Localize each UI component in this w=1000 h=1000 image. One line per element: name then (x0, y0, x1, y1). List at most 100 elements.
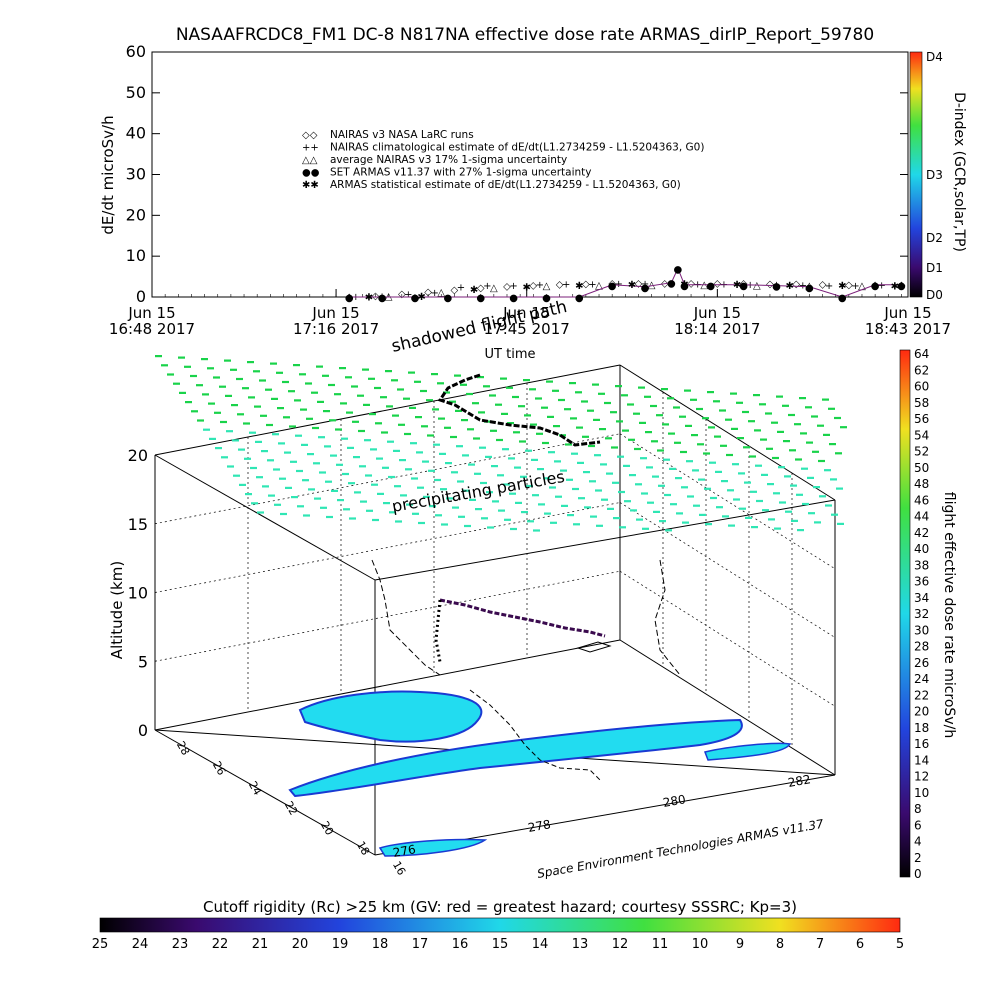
dose-rate-tick: 28 (914, 640, 929, 654)
rc-tick: 25 (92, 937, 109, 952)
dose-cell (358, 429, 365, 433)
dose-cell (537, 468, 544, 471)
dose-cell (191, 410, 198, 413)
data-point: ◇ (556, 280, 564, 291)
dose-cell (449, 400, 456, 403)
dose-cell (576, 426, 583, 429)
latitude-tick: 20 (318, 819, 336, 838)
dose-cell (456, 445, 463, 448)
dose-cell (268, 494, 275, 497)
dose-cell (161, 364, 168, 367)
dose-cell (616, 420, 623, 423)
dose-cell (708, 426, 715, 429)
dose-cell (395, 520, 402, 523)
dose-cell (472, 402, 479, 405)
dose-cell (231, 404, 238, 407)
data-point: ✱ (523, 282, 531, 293)
dose-cell (835, 452, 842, 455)
top-x-tick-date: Jun 15 (127, 304, 175, 322)
dose-cell (776, 395, 783, 398)
dose-cell (409, 406, 416, 409)
dose-cell (726, 453, 733, 457)
dose-cell (788, 413, 795, 417)
dose-cell (744, 481, 751, 484)
series-3: ● ● ● ● ● ● ● ● ● ● ● ● ● ● ● ● ● ● ● ● (345, 264, 906, 304)
dose-cell (238, 448, 245, 451)
dose-cell (446, 497, 453, 500)
dose-rate-tick: 18 (914, 721, 929, 735)
dose-cell (753, 394, 760, 397)
dose-cell (510, 527, 517, 531)
dose-cell (294, 399, 301, 402)
data-point: ◇ (372, 291, 380, 302)
dose-cell (423, 495, 430, 498)
data-point: ✱ (785, 281, 793, 292)
dose-cell (478, 411, 485, 414)
dose-cell (311, 391, 318, 394)
dose-cell (213, 376, 220, 379)
dose-rate-tick: 52 (914, 445, 929, 459)
top-x-tick-date: Jun 15 (883, 304, 931, 322)
dose-cell (610, 411, 617, 414)
dose-cell (454, 374, 461, 377)
dose-cell (612, 481, 619, 484)
dose-cell (427, 434, 434, 437)
dose-cell (485, 455, 492, 458)
data-point: △ (543, 281, 551, 292)
dose-cell (679, 415, 686, 418)
dose-cell (300, 408, 307, 411)
dose-cell (201, 358, 208, 361)
dose-cell (692, 469, 699, 472)
dose-cell (296, 469, 303, 473)
dose-cell (725, 418, 732, 421)
dose-cell (178, 356, 185, 359)
dose-cell (668, 432, 675, 435)
data-point: ◇ (582, 279, 590, 290)
dose-cell (693, 504, 700, 507)
dose-cell (634, 447, 641, 451)
top-y-axis: 0 10 20 30 40 50 60 (126, 42, 908, 306)
dose-cell (513, 431, 520, 434)
dose-cell (569, 382, 576, 385)
dose-cell (244, 457, 251, 460)
dose-cell (592, 383, 599, 386)
dose-cell (575, 391, 582, 394)
data-point: + (483, 281, 491, 292)
latitude-tick: 22 (282, 799, 300, 818)
top-x-tick-time: 18:14 2017 (674, 320, 760, 338)
dose-cell (730, 392, 737, 395)
dose-cell (533, 529, 540, 532)
dose-cell (722, 515, 729, 518)
altitude-tick: 10 (128, 584, 148, 603)
dose-cell (377, 492, 384, 495)
dose-cell (532, 494, 539, 497)
dose-rate-tick: 20 (914, 705, 929, 719)
dose-cell (341, 437, 348, 440)
data-point: ● (443, 293, 452, 304)
dose-cell (825, 504, 832, 507)
dose-cell (271, 397, 278, 400)
data-point: ◇ (398, 289, 406, 300)
flight-path-mid (439, 598, 606, 638)
dose-cell (445, 462, 452, 465)
dose-rate-tick: 58 (914, 396, 929, 410)
dose-cell (343, 508, 350, 511)
dose-cell (331, 489, 338, 492)
dose-cell (571, 452, 578, 455)
dose-cell (329, 419, 336, 422)
rc-tick: 8 (776, 937, 784, 952)
altitude-tick: 5 (138, 652, 148, 671)
dose-cell (225, 394, 232, 397)
dose-cell (590, 515, 597, 518)
legend-label: SET ARMAS v11.37 with 27% 1-sigma uncert… (330, 167, 592, 179)
dose-cell (777, 430, 784, 433)
dose-cell (346, 411, 353, 414)
data-point: + (536, 280, 544, 291)
data-point: ◇ (845, 280, 853, 291)
dose-cell (230, 368, 237, 371)
dose-cell (278, 442, 285, 445)
dose-cell (440, 488, 447, 491)
dose-cell (548, 451, 555, 454)
rc-colorbar-title: Cutoff rigidity (Rc) >25 km (GV: red = g… (203, 898, 797, 916)
data-point: ◇ (819, 280, 827, 291)
